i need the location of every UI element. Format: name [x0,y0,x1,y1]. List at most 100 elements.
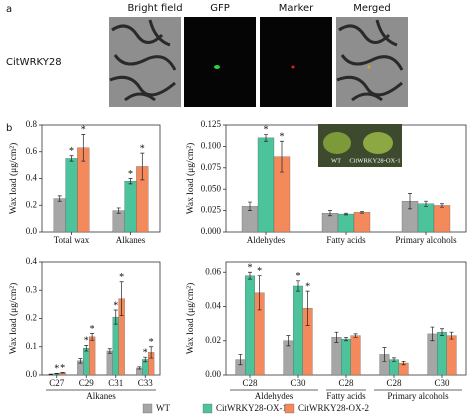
error-bar [449,331,454,340]
y-tick-label: 0.04 [205,301,221,311]
error-bar [116,207,121,214]
significance-mark: * [280,132,285,143]
group-label: Primary alcohols [387,391,449,401]
y-tick-label: 0.6 [26,146,38,156]
bar [337,213,355,233]
x-tick-label: C33 [138,378,154,388]
bar [257,137,275,233]
error-bar [54,372,59,375]
error-bar [408,193,412,210]
error-bar [137,366,142,370]
significance-mark: * [248,263,253,274]
error-bar [107,348,112,354]
legend-swatch [284,403,295,414]
y-axis-label: Wax load (μg/cm²) [8,143,19,215]
bar [106,350,113,376]
legend-label: CitWRKY28-OX-2 [298,403,369,413]
error-bar [430,326,435,342]
error-bar [440,203,444,208]
error-bar [392,357,396,362]
error-bar [257,275,262,311]
bar [433,205,451,233]
y-tick-label: 0.100 [201,140,222,150]
error-bar [48,373,53,376]
y-axis-label: Wax load (μg/cm²) [185,283,196,355]
significance-mark: * [119,272,124,283]
significance-mark: * [113,300,118,311]
inset-label: WT [331,157,341,164]
group-label: Aldehydes [255,391,294,401]
error-bar [248,201,252,211]
error-bar [328,210,332,217]
group-label: Fatty acids [326,391,366,401]
y-tick-label: 0.050 [201,183,222,193]
legend-swatch [202,403,213,414]
y-tick-label: 0.00 [205,369,221,379]
significance-mark: * [257,266,262,277]
x-tick-label: C28 [242,378,258,388]
error-bar [248,271,252,280]
error-bar [401,360,406,366]
bar [417,203,435,233]
y-tick-label: 0.0 [26,369,38,379]
error-bar [81,134,86,162]
column-header: Bright field [127,3,182,14]
error-bar [128,178,133,185]
y-tick-label: 0.06 [205,266,221,276]
error-bar [149,346,154,359]
significance-mark: * [60,363,65,374]
bar [350,335,361,376]
error-bar [119,281,124,317]
significance-mark: * [296,271,301,282]
y-tick-label: 0.1 [26,341,37,351]
x-tick-label: C28 [386,378,402,388]
bar [341,338,351,376]
error-bar [60,372,65,374]
y-axis-label: Wax load (μg/cm²) [185,143,196,215]
legend-label: WT [156,403,170,413]
bar [53,198,66,233]
bar [331,337,342,376]
significance-mark: * [149,337,154,348]
panel-label: b [6,123,12,134]
bar [124,181,137,233]
error-bar [305,290,310,326]
significance-mark: * [264,125,269,136]
error-bar [280,140,284,173]
row-label: CitWRKY28 [6,57,62,68]
y-tick-label: 0.3 [26,284,38,294]
error-bar [69,155,74,162]
y-tick-label: 0.0 [26,226,38,236]
panel-label: a [6,4,12,15]
bright-field-image [109,17,181,107]
x-tick-label: C30 [290,378,306,388]
column-header: Merged [353,3,391,14]
error-bar [296,280,300,292]
significance-mark: * [54,364,59,375]
error-bar [264,134,268,142]
bar [293,285,303,376]
y-tick-label: 0.025 [201,205,222,215]
bar [112,316,119,376]
error-bar [90,333,95,341]
significance-mark: * [81,125,86,136]
error-bar [78,358,83,364]
y-tick-label: 0.02 [205,335,221,345]
marker-image [260,17,332,107]
bar [437,332,447,376]
column-header: Marker [279,3,314,14]
bar [83,348,90,376]
error-bar [360,211,364,214]
significance-mark: * [90,324,95,335]
error-bar [344,212,348,216]
error-bar [140,152,145,181]
significance-mark: * [84,336,89,347]
y-tick-label: 0.075 [201,162,222,172]
y-tick-label: 0.4 [26,256,38,266]
x-tick-label: Total wax [54,235,90,245]
error-bar [143,356,148,363]
error-bar [238,354,243,366]
error-bar [382,347,387,362]
error-bar [113,309,118,325]
